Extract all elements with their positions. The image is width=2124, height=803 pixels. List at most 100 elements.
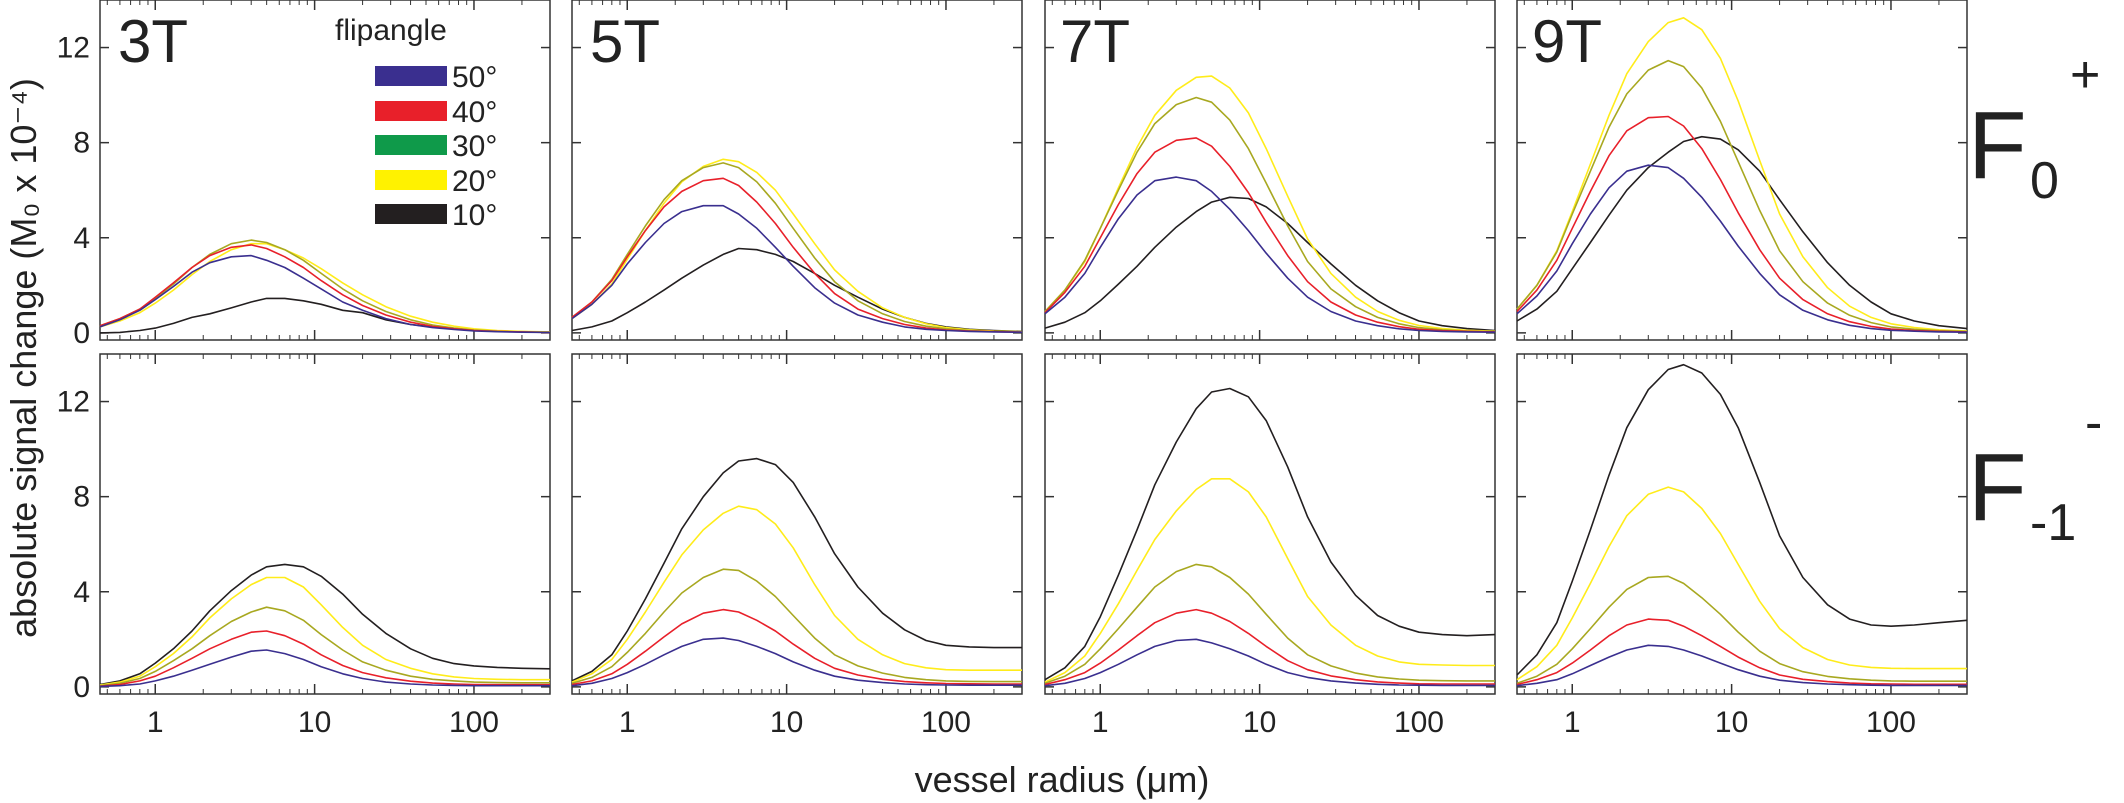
row-label-f0-base: F [1968, 92, 2027, 199]
column-label-9t: 9T [1532, 8, 1602, 75]
x-tick-label: 100 [1866, 706, 1916, 739]
x-tick-label: 1 [147, 706, 164, 739]
x-tick-label: 1 [1564, 706, 1581, 739]
series-line-40deg [1516, 115, 1968, 333]
legend-swatch-40 [375, 101, 447, 121]
series-line-10deg [99, 297, 551, 334]
series-line-50deg [1516, 164, 1968, 333]
panel-3t-row0: 0 4 8 12 [57, 0, 551, 350]
panel-frame [1044, 0, 1496, 341]
y-tick-label: 4 [73, 222, 90, 255]
series-line-30deg [1516, 59, 1968, 333]
panel-5t-row1: 1 10 100 [571, 353, 1023, 739]
y-tick-label: 8 [73, 481, 90, 514]
panels: 0 4 8 12 0 4 8 12 1 10 100 1 10 100 1 10 100 1 10 100 [57, 0, 1968, 739]
x-tick-label: 10 [1715, 706, 1748, 739]
panel-3t-row1: 0 4 8 12 1 10 100 [57, 353, 551, 739]
legend-swatch-50 [375, 66, 447, 86]
series-line-40deg [99, 630, 550, 687]
panel-frame [571, 0, 1023, 341]
panel-frame [1516, 0, 1968, 341]
series-line-30deg [1044, 96, 1496, 333]
series-line-40deg [1044, 608, 1495, 686]
panel-frame [99, 353, 551, 695]
series-line-50deg [571, 204, 1023, 333]
series-line-10deg [1516, 363, 1968, 676]
series-line-40deg [571, 177, 1023, 333]
x-tick-label: 100 [1394, 706, 1444, 739]
panel-frame [1516, 353, 1968, 695]
x-tick-label: 1 [1092, 706, 1109, 739]
series-line-50deg [1044, 176, 1496, 333]
x-tick-label: 100 [449, 706, 499, 739]
legend-swatch-20 [375, 170, 447, 190]
series-line-30deg [571, 568, 1022, 685]
series-line-20deg [99, 242, 551, 333]
series-line-50deg [1044, 638, 1495, 687]
series-line-10deg [1044, 387, 1496, 681]
series-line-50deg [99, 254, 551, 334]
series-line-30deg [1516, 575, 1967, 685]
row-label-f0-sup: + [2070, 46, 2100, 104]
y-tick-label: 4 [73, 576, 90, 609]
series-line-10deg [571, 247, 1023, 333]
legend: flipangle 50° 40° 30° 20° 10° [335, 14, 497, 232]
legend-label-10: 10° [452, 199, 497, 232]
y-tick-label: 12 [57, 32, 90, 65]
x-tick-label: 1 [619, 706, 636, 739]
series-line-30deg [571, 162, 1023, 333]
panel-frame [571, 353, 1023, 695]
panel-9t-row0 [1516, 0, 1968, 341]
series-line-20deg [571, 505, 1022, 683]
legend-swatch-30 [375, 135, 447, 155]
x-tick-label: 10 [770, 706, 803, 739]
column-label-3t: 3T [118, 8, 188, 75]
y-tick-label: 12 [57, 386, 90, 419]
legend-label-40: 40° [452, 96, 497, 129]
y-axis-label: absolute signal change (M₀ x 10⁻⁴) [3, 78, 44, 638]
series-line-30deg [99, 606, 550, 687]
panel-7t-row0 [1044, 0, 1496, 341]
series-line-40deg [1516, 618, 1967, 686]
row-label-f1-base: F [1968, 434, 2027, 541]
panel-9t-row1: 1 10 100 [1516, 353, 1968, 739]
row-label-f1-sub: -1 [2030, 494, 2076, 552]
series-line-20deg [1516, 486, 1967, 681]
series-line-30deg [1044, 563, 1495, 685]
x-tick-label: 10 [298, 706, 331, 739]
row-label-f1-sup: - [2085, 394, 2102, 452]
series-line-40deg [571, 608, 1022, 686]
panel-frame [1044, 353, 1496, 695]
series-line-20deg [1516, 16, 1968, 332]
series-line-40deg [1044, 137, 1496, 333]
series-line-10deg [1044, 196, 1496, 332]
y-tick-label: 0 [73, 671, 90, 704]
panel-frame [99, 0, 551, 341]
series-line-10deg [571, 457, 1022, 682]
legend-swatch-10 [375, 204, 447, 224]
series-line-50deg [571, 637, 1022, 687]
series-line-50deg [1516, 644, 1967, 687]
x-tick-label: 10 [1243, 706, 1276, 739]
series-line-20deg [99, 576, 550, 686]
series-line-10deg [1516, 135, 1968, 330]
column-label-7t: 7T [1060, 8, 1130, 75]
legend-label-20: 20° [452, 165, 497, 198]
row-label-f-1-minus: F -1 - [1968, 394, 2102, 552]
legend-label-50: 50° [452, 61, 497, 94]
x-tick-label: 100 [921, 706, 971, 739]
series-line-30deg [99, 239, 551, 333]
x-axis-label: vessel radius (μm) [915, 759, 1210, 800]
series-line-20deg [1044, 477, 1495, 683]
legend-label-30: 30° [452, 130, 497, 163]
row-label-f0-plus: F 0 + [1968, 46, 2100, 210]
panel-7t-row1: 1 10 100 [1044, 353, 1496, 739]
series-line-50deg [99, 649, 550, 688]
row-label-f0-sub: 0 [2030, 152, 2059, 210]
y-tick-label: 8 [73, 127, 90, 160]
y-tick-label: 0 [73, 317, 90, 350]
series-line-10deg [99, 563, 551, 686]
legend-title: flipangle [335, 14, 447, 47]
panel-5t-row0 [571, 0, 1023, 341]
